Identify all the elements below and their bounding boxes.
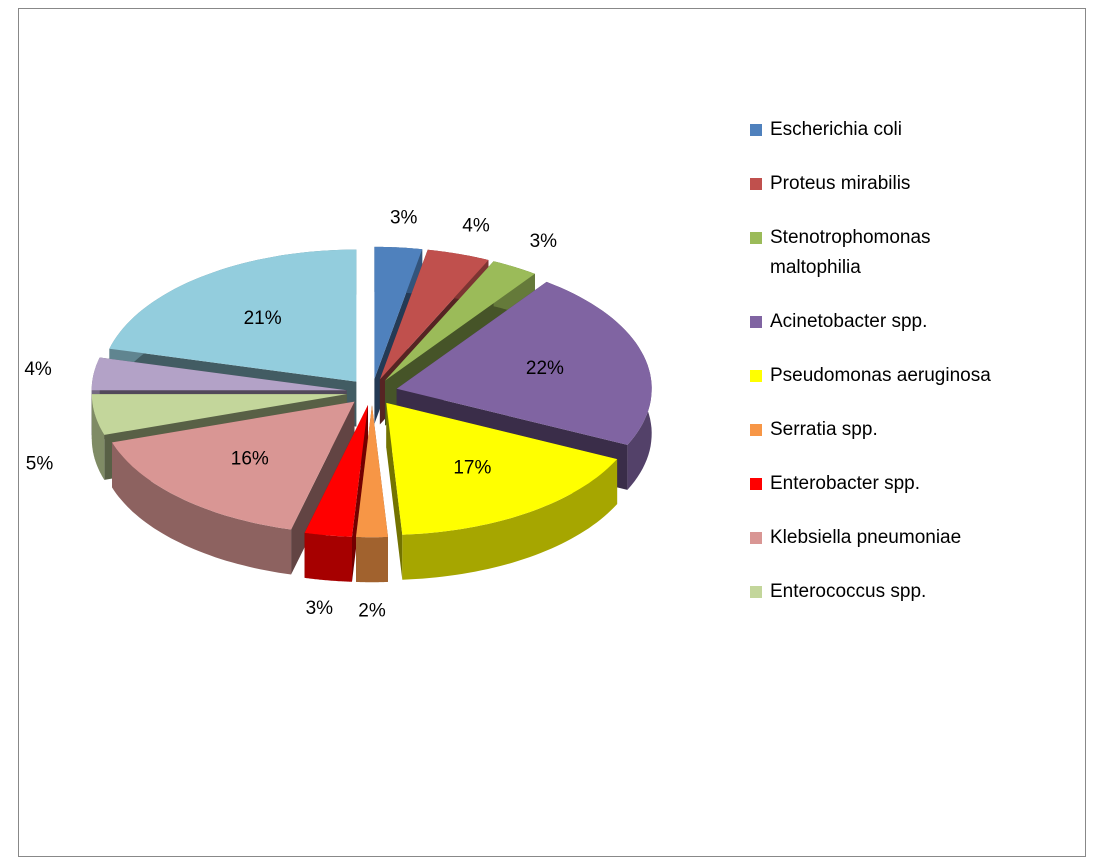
data-label: 5% [26,453,54,474]
data-label: 4% [462,215,490,236]
legend-swatch [750,424,762,436]
chart-frame [18,8,1086,857]
legend-label: Acinetobacter spp. [770,311,928,332]
data-label: 3% [306,598,334,619]
legend-swatch [750,478,762,490]
slice-wall [386,402,403,580]
slice-top [356,405,388,538]
legend-label: Enterobacter spp. [770,473,920,494]
slice-top [109,249,357,382]
slice [386,402,618,580]
slice-side [91,394,105,480]
legend-swatch [750,232,762,244]
data-label: 3% [530,231,558,252]
slice-top [379,249,489,380]
slice-top [91,394,347,435]
data-label: 22% [526,358,564,379]
legend-swatch [750,124,762,136]
slice-side [356,536,388,583]
data-label: 21% [244,308,282,329]
data-label: 16% [231,448,269,469]
slice [356,405,388,583]
slice-top [385,261,535,381]
legend-item: Enterococcus spp. [750,577,1010,607]
legend-item: Stenotrophomonas maltophilia [750,223,1010,283]
legend-item: Escherichia coli [750,115,1010,145]
legend-swatch [750,586,762,598]
legend-label: Proteus mirabilis [770,173,911,194]
legend-label: Pseudomonas aeruginosa [770,365,991,386]
legend-label: Klebsiella pneumoniae [770,527,962,548]
legend-label: Serratia spp. [770,419,878,440]
legend-label: Enterococcus spp. [770,581,927,602]
legend: Escherichia coli Proteus mirabilis Stenotr… [750,115,1050,631]
slice-top [386,402,618,535]
slice-top [304,405,368,537]
slice-top [112,401,355,530]
legend-item: Pseudomonas aeruginosa [750,361,1010,391]
legend-swatch [750,370,762,382]
legend-label: Stenotrophomonas maltophilia [770,227,931,278]
slice-side [304,532,352,582]
legend-item: Acinetobacter spp. [750,307,1010,337]
legend-swatch [750,316,762,328]
legend-swatch [750,532,762,544]
data-label: 4% [24,359,52,380]
legend-item: Klebsiella pneumoniae [750,523,1010,553]
slice-top [91,357,347,391]
legend-item: Proteus mirabilis [750,169,1010,199]
slice-top [396,281,652,445]
slice-top [374,246,423,379]
legend-label: Escherichia coli [770,119,902,140]
data-label: 17% [453,457,491,478]
data-label: 2% [358,600,386,621]
slice-side [112,442,292,575]
legend-item: Enterobacter spp. [750,469,1010,499]
slice-side [402,459,618,580]
legend-item: Serratia spp. [750,415,1010,445]
legend-swatch [750,178,762,190]
data-label: 3% [390,208,418,229]
